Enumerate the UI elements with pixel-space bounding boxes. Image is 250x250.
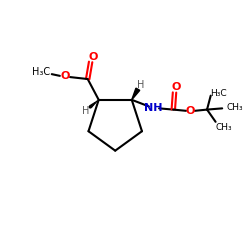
Text: H: H xyxy=(136,80,144,90)
Text: H: H xyxy=(82,106,89,116)
Polygon shape xyxy=(132,88,140,100)
Text: O: O xyxy=(186,106,195,116)
Text: H₃C: H₃C xyxy=(210,90,227,98)
Text: O: O xyxy=(88,52,98,62)
Text: NH: NH xyxy=(144,103,163,113)
Text: O: O xyxy=(60,71,70,81)
Text: H₃C: H₃C xyxy=(32,67,50,77)
Text: CH₃: CH₃ xyxy=(227,103,244,112)
Text: CH₃: CH₃ xyxy=(216,123,232,132)
Text: O: O xyxy=(171,82,180,92)
